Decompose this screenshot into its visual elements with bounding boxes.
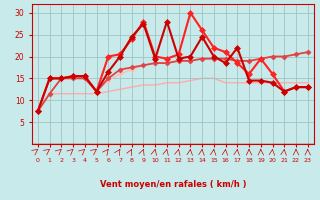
X-axis label: Vent moyen/en rafales ( km/h ): Vent moyen/en rafales ( km/h ) [100, 180, 246, 189]
